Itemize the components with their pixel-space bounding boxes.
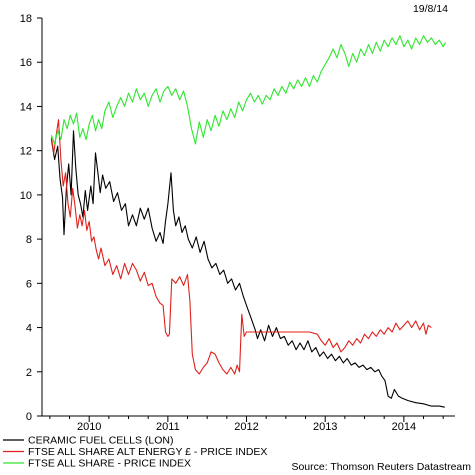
x-tick-label: 2010 xyxy=(77,421,101,433)
series-line xyxy=(50,130,445,408)
y-tick-label: 2 xyxy=(26,367,32,379)
x-tick-label: 2011 xyxy=(156,421,180,433)
date-label: 19/8/14 xyxy=(413,3,448,15)
source-label: Source: Thomson Reuters Datastream xyxy=(291,461,471,473)
legend-label: CERAMIC FUEL CELLS (LON) xyxy=(28,435,173,447)
y-tick-label: 4 xyxy=(26,323,32,335)
x-tick-label: 2012 xyxy=(234,421,258,433)
y-ticks: 0 2 4 6 8 10 12 14 16 18 xyxy=(20,13,42,423)
series-line xyxy=(50,119,432,375)
x-tick-label: 2013 xyxy=(313,421,337,433)
x-tick-label: 2014 xyxy=(392,421,416,433)
y-tick-label: 14 xyxy=(20,101,32,113)
y-tick-label: 0 xyxy=(26,411,32,423)
x-ticks: 2010 2011 2012 2013 2014 xyxy=(49,416,444,433)
legend-label: FTSE ALL SHARE ALT ENERGY £ - PRICE INDE… xyxy=(28,446,267,458)
legend: CERAMIC FUEL CELLS (LON)FTSE ALL SHARE A… xyxy=(3,435,267,470)
y-tick-label: 12 xyxy=(20,146,32,158)
legend-label: FTSE ALL SHARE - PRICE INDEX xyxy=(28,458,191,470)
y-tick-label: 18 xyxy=(20,13,32,25)
y-tick-label: 6 xyxy=(26,278,32,290)
y-tick-label: 10 xyxy=(20,190,32,202)
series-line xyxy=(50,35,447,145)
axes xyxy=(41,18,455,417)
y-tick-label: 8 xyxy=(26,234,32,246)
series-group xyxy=(50,35,447,408)
y-tick-label: 16 xyxy=(20,57,32,69)
